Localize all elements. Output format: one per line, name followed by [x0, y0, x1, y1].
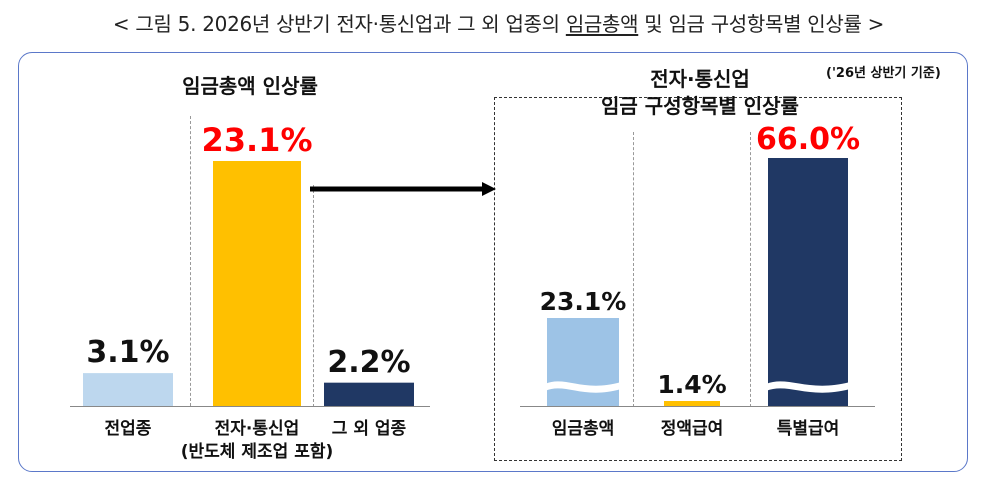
right-value-label-special: 66.0%	[755, 122, 861, 157]
connector-arrow-head	[482, 182, 496, 196]
left-bar-2	[324, 382, 414, 406]
left-value-label-others: 2.2%	[327, 344, 411, 380]
left-chart-title: 임금총액 인상률	[182, 74, 318, 98]
left-category-others: 그 외 업종	[331, 419, 407, 439]
right-value-label-fixed: 1.4%	[657, 370, 727, 399]
left-category-electronics: 전자·통신업	[214, 419, 300, 439]
right-value-label-total: 23.1%	[539, 287, 627, 316]
right-bar-0	[547, 318, 619, 406]
basis-note: ('26년 상반기 기준)	[826, 66, 941, 81]
left-value-label-all: 3.1%	[86, 335, 170, 371]
left-category-electronics-sub: (반도체 제조업 포함)	[180, 442, 334, 462]
right-category-fixed: 정액급여	[660, 419, 724, 439]
right-bar-break-2	[766, 381, 850, 393]
left-separator-2	[313, 185, 314, 407]
figure-title-prefix: < 그림 5. 2026년 상반기 전자·통신업과 그 외 업종의	[112, 12, 566, 36]
figure-title-suffix: 및 임금 구성항목별 인상률 >	[638, 12, 885, 36]
right-chart-title: 전자·통신업 임금 구성항목별 인상률	[500, 66, 900, 120]
right-category-total: 임금총액	[551, 419, 615, 439]
figure-title: < 그림 5. 2026년 상반기 전자·통신업과 그 외 업종의 임금총액 및…	[0, 8, 997, 37]
left-bar-1	[213, 161, 301, 406]
right-separator-1	[633, 132, 634, 407]
right-bar-break-0	[545, 381, 621, 393]
right-bar-1	[664, 401, 720, 406]
left-separator-1	[190, 116, 191, 406]
detail-dashed-box	[494, 97, 902, 461]
figure-title-underlined: 임금총액	[565, 12, 639, 36]
left-category-all: 전업종	[104, 419, 152, 439]
left-baseline	[70, 406, 430, 407]
right-separator-2	[750, 132, 751, 407]
right-chart-title-line2: 임금 구성항목별 인상률	[601, 94, 799, 118]
right-bar-2	[768, 158, 848, 406]
right-baseline	[520, 406, 875, 407]
left-value-label-electronics: 23.1%	[201, 121, 313, 159]
left-bar-0	[83, 373, 173, 406]
right-chart-title-line1: 전자·통신업	[650, 67, 750, 91]
chart-panel	[18, 52, 968, 472]
right-category-special: 특별급여	[776, 419, 840, 439]
